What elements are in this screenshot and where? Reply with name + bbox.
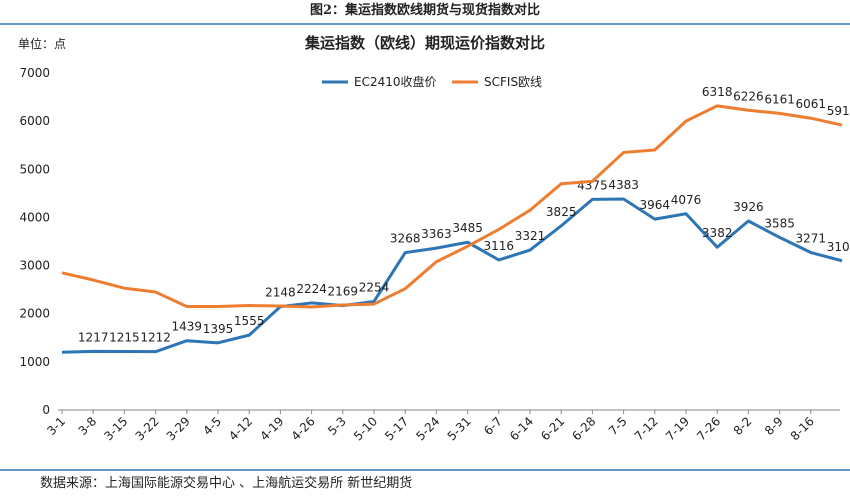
x-tick-label: 4-26 <box>289 414 318 443</box>
x-tick-label: 4-12 <box>226 414 255 443</box>
x-tick-label: 7-26 <box>694 414 723 443</box>
data-label: 1217 <box>78 330 109 344</box>
x-tick-label: 5-31 <box>445 414 474 443</box>
data-label: 5919 <box>827 104 850 118</box>
x-tick-label: 5-10 <box>351 414 380 443</box>
data-label: 3585 <box>764 216 795 230</box>
x-tick-label: 8-2 <box>731 414 755 438</box>
x-tick-label: 6-7 <box>481 414 505 438</box>
figure-header: 图2：集运指数欧线期货与现货指数对比 <box>310 2 540 18</box>
data-label: 3321 <box>515 229 546 243</box>
legend-label: SCFIS欧线 <box>484 75 542 89</box>
y-tick-label: 6000 <box>19 114 50 128</box>
x-tick-label: 3-29 <box>164 414 193 443</box>
data-label: 4076 <box>671 193 702 207</box>
data-label: 3100 <box>827 240 850 254</box>
data-label: 3825 <box>546 205 577 219</box>
y-tick-label: 7000 <box>19 66 50 80</box>
data-label: 1215 <box>109 331 140 345</box>
y-tick-label: 2000 <box>19 307 50 321</box>
data-label: 1439 <box>172 320 203 334</box>
x-tick-label: 7-12 <box>632 414 661 443</box>
y-tick-label: 1000 <box>19 355 50 369</box>
data-label: 4383 <box>608 178 639 192</box>
data-label: 3382 <box>702 226 733 240</box>
x-tick-label: 5-3 <box>325 414 349 438</box>
data-label: 1212 <box>140 331 171 345</box>
data-label: 3268 <box>390 232 421 246</box>
data-label: 3116 <box>484 239 515 253</box>
data-label: 6318 <box>702 85 733 99</box>
y-unit: 单位：点 <box>18 36 66 51</box>
series-line <box>61 197 843 354</box>
legend-label: EC2410收盘价 <box>354 74 437 89</box>
x-tick-label: 6-28 <box>569 414 598 443</box>
data-label: 2169 <box>328 285 359 299</box>
x-tick-label: 4-5 <box>200 414 224 438</box>
data-label: 2148 <box>265 286 296 300</box>
x-tick-label: 8-9 <box>762 414 786 438</box>
y-tick-label: 5000 <box>19 162 50 176</box>
data-label: 3485 <box>452 221 483 235</box>
data-label: 1395 <box>203 322 234 336</box>
x-tick-label: 4-19 <box>257 414 286 443</box>
x-tick-label: 7-5 <box>606 414 630 438</box>
data-label: 3926 <box>733 200 764 214</box>
data-label: 6161 <box>764 92 795 106</box>
x-tick-label: 3-8 <box>76 414 100 438</box>
x-tick-label: 8-16 <box>788 414 817 443</box>
x-tick-label: 3-22 <box>133 414 162 443</box>
x-tick-label: 5-17 <box>382 414 411 443</box>
data-label: 2254 <box>359 280 390 294</box>
y-tick-label: 3000 <box>19 259 50 273</box>
chart-title: 集运指数（欧线）期现运价指数对比 <box>304 34 545 52</box>
x-tick-label: 6-21 <box>538 414 567 443</box>
data-label: 3271 <box>796 232 827 246</box>
x-tick-label: 7-19 <box>663 414 692 443</box>
y-tick-label: 0 <box>42 403 50 417</box>
data-label: 6226 <box>733 89 764 103</box>
data-label: 3363 <box>421 227 452 241</box>
data-label: 2224 <box>296 282 327 296</box>
source-note: 数据来源：上海国际能源交易中心 、上海航运交易所 新世纪期货 <box>40 475 412 491</box>
data-label: 6061 <box>796 97 827 111</box>
x-tick-label: 5-24 <box>413 414 442 443</box>
data-label: 1555 <box>234 314 265 328</box>
x-tick-label: 3-1 <box>44 414 68 438</box>
x-tick-label: 3-15 <box>101 414 130 443</box>
data-label: 3964 <box>640 198 671 212</box>
x-tick-label: 6-14 <box>507 414 536 443</box>
series-line <box>61 104 843 309</box>
y-tick-label: 4000 <box>19 210 50 224</box>
